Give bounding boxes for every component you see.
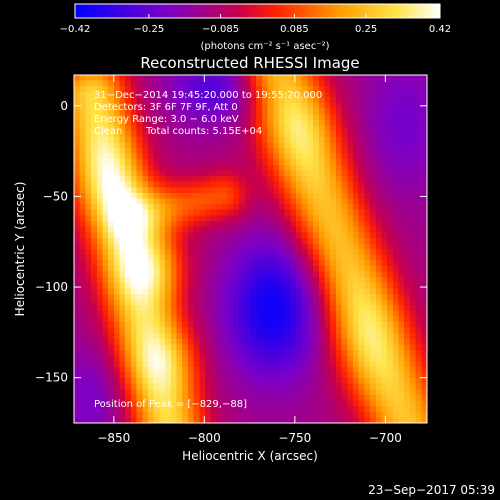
plot-frame xyxy=(73,74,428,424)
y-tick-label: −100 xyxy=(35,280,68,294)
x-tick-label: −750 xyxy=(278,431,311,445)
colorbar-gradient xyxy=(74,3,441,19)
annotation-detectors: Detectors: 3F 6F 7F 9F, Att 0 xyxy=(94,102,238,113)
colorbar-tick-label: 0.42 xyxy=(429,24,451,35)
heatmap-image xyxy=(74,75,427,423)
colorbar-tick-label: −0.25 xyxy=(134,24,165,35)
footer-timestamp: 23−Sep−2017 05:39 xyxy=(368,483,495,497)
x-axis-label: Heliocentric X (arcsec) xyxy=(182,449,318,463)
colorbar-tick-label: 0.085 xyxy=(280,24,309,35)
colorbar: −0.42 −0.25 −0.085 0.085 0.25 0.42 (photons c… xyxy=(60,3,451,52)
annotation-energy: Energy Range: 3.0 − 6.0 keV xyxy=(94,114,239,125)
annotation-peak-position: Position of Peak = [−829,−88] xyxy=(94,399,247,410)
colorbar-tick-label: −0.42 xyxy=(60,24,91,35)
colorbar-ticks: −0.42 −0.25 −0.085 0.085 0.25 0.42 xyxy=(60,14,451,35)
y-tick-label: 0 xyxy=(60,99,68,113)
y-tick-label: −50 xyxy=(43,189,68,203)
y-axis-ticks: 0 −50 −100 −150 xyxy=(35,99,427,385)
annotation-total-counts: Total counts: 5.15E+04 xyxy=(145,126,262,137)
x-tick-label: −850 xyxy=(97,431,130,445)
colorbar-tick-label: −0.085 xyxy=(202,24,239,35)
x-tick-label: −700 xyxy=(369,431,402,445)
annotation-time-range: 31−Dec−2014 19:45:20.000 to 19:55:20.000 xyxy=(94,90,322,101)
x-axis-ticks: −850 −800 −750 −700 xyxy=(97,75,402,445)
y-axis-label: Heliocentric Y (arcsec) xyxy=(13,182,27,317)
plot-annotations: 31−Dec−2014 19:45:20.000 to 19:55:20.000… xyxy=(94,90,322,410)
annotation-method: Clean xyxy=(94,126,122,137)
chart-title: Reconstructed RHESSI Image xyxy=(140,54,359,72)
colorbar-tick-label: 0.25 xyxy=(355,24,377,35)
colorbar-unit-label: (photons cm⁻² s⁻¹ asec⁻²) xyxy=(200,41,329,52)
x-tick-label: −800 xyxy=(188,431,221,445)
y-tick-label: −150 xyxy=(35,371,68,385)
